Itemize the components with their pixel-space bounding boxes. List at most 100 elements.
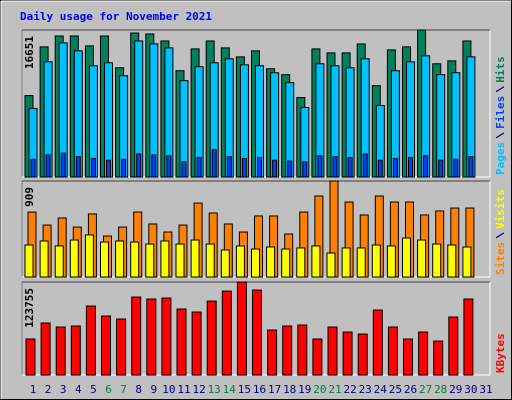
bar (24, 244, 34, 278)
bar (161, 297, 172, 376)
bar (145, 243, 155, 278)
bar (357, 333, 368, 376)
x-tick-label: 6 (105, 383, 112, 396)
bar (70, 325, 81, 376)
bar (371, 244, 381, 278)
bar (190, 239, 200, 278)
bar (181, 161, 187, 178)
bar (146, 298, 157, 376)
bar (84, 234, 94, 278)
bar (423, 155, 429, 178)
legend-label: Hits (494, 56, 507, 83)
bar (417, 239, 427, 278)
bar (327, 326, 338, 376)
bar (191, 311, 202, 376)
y-tick-label: 16651 (23, 36, 36, 69)
bar (386, 245, 396, 278)
chart-title: Daily usage for November 2021 (20, 10, 212, 23)
x-tick-label: 7 (120, 383, 127, 396)
bar (160, 240, 170, 278)
bar (447, 244, 457, 278)
y-tick-label: 909 (23, 187, 36, 207)
x-tick-label: 26 (404, 383, 417, 396)
bar (241, 157, 247, 178)
bar (175, 243, 185, 278)
x-tick-label: 16 (253, 383, 266, 396)
bar (25, 338, 36, 376)
bar (312, 338, 323, 376)
x-tick-label: 12 (192, 383, 205, 396)
bar (311, 245, 321, 278)
x-tick-label: 17 (268, 383, 281, 396)
legend-label: KBytes (494, 333, 507, 373)
bar (347, 157, 353, 178)
bar (332, 156, 338, 178)
bar (131, 296, 142, 376)
x-tick-label: 15 (238, 383, 251, 396)
bar (438, 159, 444, 178)
bar (39, 240, 49, 278)
bar (121, 158, 127, 178)
x-tick-label: 5 (90, 383, 97, 396)
bar (432, 243, 442, 278)
x-tick-label: 28 (434, 383, 447, 396)
bar (272, 159, 278, 178)
x-tick-label: 30 (464, 383, 477, 396)
bar (236, 281, 247, 376)
x-tick-label: 29 (449, 383, 462, 396)
bar (90, 157, 96, 178)
bar (235, 245, 245, 278)
bar (55, 326, 66, 376)
bar (116, 318, 127, 376)
x-tick-label: 21 (328, 383, 341, 396)
x-tick-label: 9 (150, 383, 157, 396)
bar (281, 248, 291, 278)
x-tick-label: 20 (313, 383, 326, 396)
bar (297, 324, 308, 376)
x-tick-label: 1 (30, 383, 37, 396)
bar (362, 153, 368, 178)
legend-label: Pages (494, 142, 507, 175)
bar (463, 298, 474, 376)
bar (468, 156, 474, 178)
bar (266, 246, 276, 278)
bar (136, 153, 142, 178)
bar (211, 149, 217, 178)
bar (287, 160, 293, 178)
legend-separator (495, 86, 505, 93)
bar (205, 243, 215, 278)
bar (387, 326, 398, 376)
legend-label: Sites (494, 242, 507, 275)
bar (30, 158, 36, 178)
legend-label: Visits (494, 189, 507, 229)
bar (252, 289, 262, 376)
bar (115, 240, 125, 278)
x-tick-label: 14 (223, 383, 237, 396)
x-tick-label: 10 (162, 383, 175, 396)
bar (100, 241, 109, 278)
bar (433, 340, 444, 376)
bar (267, 329, 278, 376)
bar (302, 161, 308, 178)
bar (402, 237, 411, 278)
bar (462, 246, 472, 278)
bar (221, 290, 232, 376)
bar (418, 331, 429, 376)
bar (85, 305, 96, 376)
bar (342, 331, 353, 376)
bar (403, 338, 413, 376)
bar (448, 316, 459, 376)
bar (220, 249, 230, 278)
bar (392, 157, 398, 178)
bar (226, 156, 232, 178)
legend-separator (495, 132, 505, 139)
bar (296, 247, 306, 278)
bar (257, 157, 262, 178)
x-tick-label: 4 (75, 383, 82, 396)
x-tick-label: 27 (419, 383, 432, 396)
bar (106, 159, 111, 178)
bar (176, 308, 187, 376)
legend-label: Files (494, 96, 507, 129)
bar (54, 245, 64, 278)
